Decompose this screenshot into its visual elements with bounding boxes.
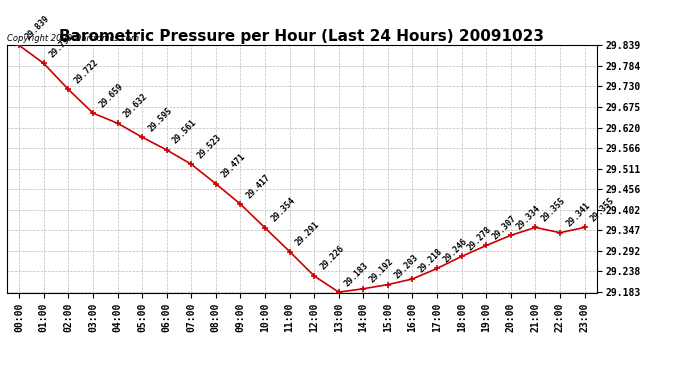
Text: 29.523: 29.523 (195, 132, 223, 160)
Text: 29.203: 29.203 (392, 253, 420, 280)
Text: 29.417: 29.417 (244, 172, 272, 200)
Text: 29.334: 29.334 (515, 204, 542, 231)
Text: 29.341: 29.341 (564, 201, 592, 228)
Text: 29.246: 29.246 (441, 237, 469, 264)
Text: Copyright 2009 Dartronics.com: Copyright 2009 Dartronics.com (7, 33, 139, 42)
Text: 29.218: 29.218 (417, 247, 444, 275)
Text: 29.839: 29.839 (23, 13, 51, 41)
Text: 29.307: 29.307 (491, 214, 518, 242)
Text: 29.354: 29.354 (269, 196, 297, 223)
Text: 29.791: 29.791 (48, 32, 75, 59)
Text: 29.561: 29.561 (171, 118, 199, 146)
Text: 29.722: 29.722 (72, 58, 100, 85)
Text: 29.355: 29.355 (540, 196, 567, 223)
Text: 29.183: 29.183 (343, 260, 371, 288)
Title: Barometric Pressure per Hour (Last 24 Hours) 20091023: Barometric Pressure per Hour (Last 24 Ho… (59, 29, 544, 44)
Text: 29.291: 29.291 (294, 220, 322, 248)
Text: 29.632: 29.632 (121, 92, 149, 119)
Text: 29.278: 29.278 (466, 225, 493, 252)
Text: 29.471: 29.471 (220, 152, 248, 180)
Text: 29.595: 29.595 (146, 105, 174, 133)
Text: 29.659: 29.659 (97, 81, 125, 109)
Text: 29.192: 29.192 (368, 257, 395, 285)
Text: 29.226: 29.226 (318, 244, 346, 272)
Text: 29.355: 29.355 (589, 196, 616, 223)
